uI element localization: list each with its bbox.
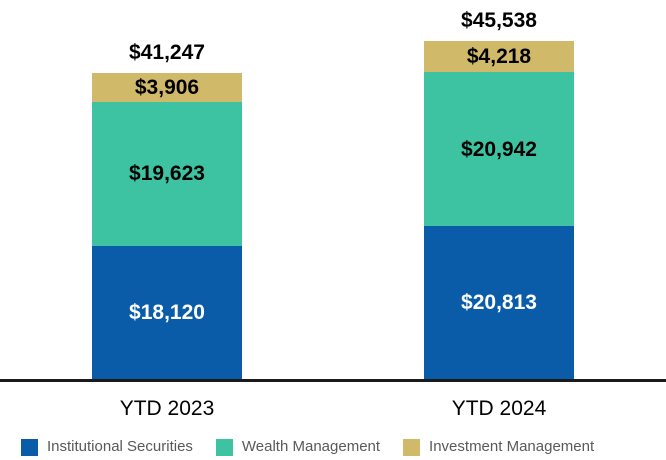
total-value-label-ytd-2024: $45,538 [461, 9, 537, 33]
chart-legend: Institutional Securities Wealth Managemen… [21, 438, 594, 456]
segment-value-label: $20,813 [461, 291, 537, 315]
segment-wealth-management-ytd-2024: $20,942 [424, 72, 574, 227]
legend-swatch-icon [215, 438, 233, 456]
legend-label: Investment Management [429, 438, 595, 455]
segment-value-label: $18,120 [129, 300, 205, 324]
x-axis-label-ytd-2024: YTD 2024 [451, 397, 547, 420]
x-axis-baseline [0, 379, 666, 382]
segment-value-label: $3,906 [134, 75, 200, 99]
x-axis-label-ytd-2023: YTD 2023 [119, 397, 215, 420]
segment-value-label: $19,623 [129, 162, 205, 186]
legend-swatch-icon [403, 438, 421, 456]
bar-ytd-2024: $45,538 $4,218 $20,942 $20,813 [424, 9, 574, 379]
segment-institutional-securities-ytd-2024: $20,813 [424, 226, 574, 379]
segment-value-label: $4,218 [466, 45, 532, 69]
total-value-label-ytd-2023: $41,247 [129, 41, 205, 65]
segment-value-label: $20,942 [461, 137, 537, 161]
segment-investment-management-ytd-2023: $3,906 [92, 73, 242, 102]
legend-item-investment-management: Investment Management [403, 438, 594, 456]
legend-item-institutional-securities: Institutional Securities [21, 438, 193, 456]
legend-label: Institutional Securities [47, 438, 193, 455]
segment-institutional-securities-ytd-2023: $18,120 [92, 245, 242, 379]
legend-label: Wealth Management [241, 438, 381, 455]
bar-ytd-2023: $41,247 $3,906 $19,623 $18,120 [92, 41, 242, 379]
legend-item-wealth-management: Wealth Management [215, 438, 381, 456]
segment-investment-management-ytd-2024: $4,218 [424, 41, 574, 73]
segment-wealth-management-ytd-2023: $19,623 [92, 101, 242, 246]
legend-swatch-icon [21, 438, 38, 456]
